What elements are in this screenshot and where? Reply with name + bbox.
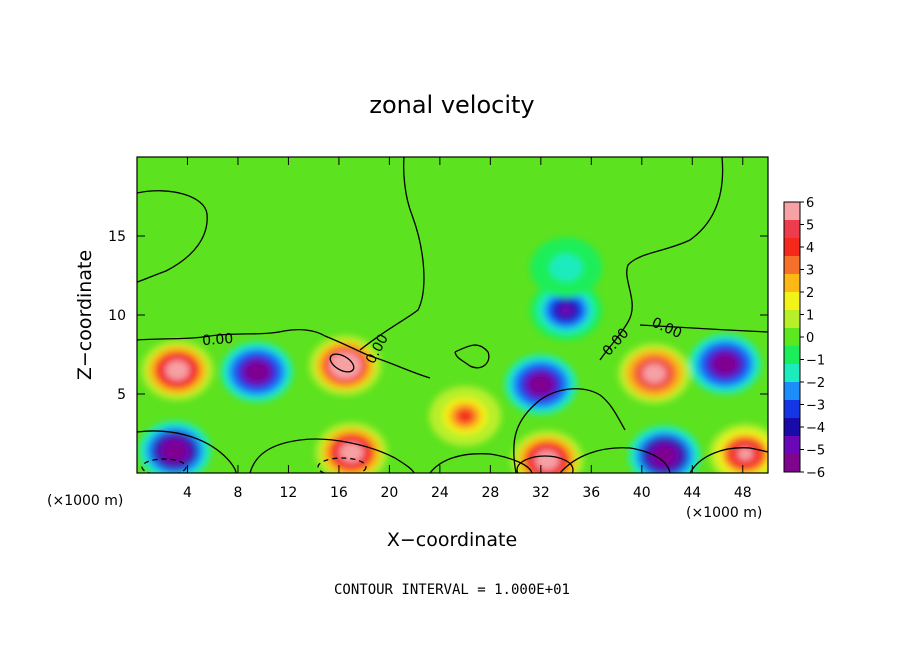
colorbar-swatch — [784, 346, 800, 365]
negative-cell — [533, 378, 549, 391]
colorbar-swatch — [784, 454, 800, 473]
positive-cell — [457, 410, 473, 423]
colorbar-tick-label: −2 — [806, 376, 825, 391]
x-tick-label: 8 — [233, 485, 242, 501]
zero-contour — [559, 447, 671, 473]
colorbar-tick-label: −3 — [806, 399, 825, 414]
y-axis-label: Z−coordinate — [74, 250, 96, 380]
x-tick-label: 12 — [280, 485, 298, 501]
inner-contour — [329, 353, 355, 373]
x-tick-label: 24 — [431, 485, 449, 501]
colorbar-tick-label: −1 — [806, 354, 825, 369]
x-tick-label: 28 — [481, 485, 499, 501]
colorbar-swatch — [784, 292, 800, 311]
x-axis: 4 8 12 16 20 24 28 32 36 40 44 48 — [183, 157, 752, 501]
chart-title: zonal velocity — [369, 91, 534, 119]
colorbar-tick-label: 5 — [806, 219, 814, 234]
field-blobs — [138, 237, 768, 473]
colorbar-tick-label: 2 — [806, 286, 814, 301]
colorbar-swatch — [784, 238, 800, 257]
x-tick-label: 40 — [633, 485, 651, 501]
negative-cell — [657, 449, 672, 462]
negative-cell — [558, 304, 574, 317]
positive-cell — [647, 367, 662, 380]
zero-contour — [137, 430, 237, 473]
contour-label: 0.00 — [202, 331, 234, 349]
colorbar-swatch — [784, 400, 800, 419]
zero-contour — [359, 157, 425, 351]
colorbar-swatch — [784, 328, 800, 347]
positive-cell — [170, 364, 185, 377]
negative-contour — [141, 458, 187, 473]
zero-contour — [639, 324, 768, 333]
colorbar-swatch — [784, 418, 800, 437]
y-tick-label: 10 — [108, 308, 126, 324]
zero-contour — [599, 157, 724, 361]
x-tick-label: 20 — [380, 485, 398, 501]
y-tick-label: 15 — [108, 229, 126, 245]
inner-contour — [516, 455, 574, 473]
zero-contour — [513, 388, 626, 473]
positive-cell — [344, 446, 359, 459]
colorbar-swatch — [784, 382, 800, 401]
x-unit-left: (×1000 m) — [47, 493, 123, 509]
colorbar-tick-label: 1 — [806, 309, 814, 324]
x-tick-label: 4 — [183, 485, 192, 501]
negative-cell — [167, 444, 183, 457]
colorbar-tick-label: −4 — [806, 421, 825, 436]
zero-contours — [137, 157, 768, 473]
y-axis: 5 10 15 — [108, 229, 768, 403]
colorbar-tick-label: 3 — [806, 264, 814, 279]
zero-contour — [137, 329, 431, 379]
colorbar-swatch — [784, 202, 800, 221]
x-unit-right: (×1000 m) — [686, 505, 762, 521]
positive-cell — [338, 359, 353, 372]
zero-contour — [454, 344, 490, 369]
contour-interval-note: CONTOUR INTERVAL = 1.000E+01 — [334, 582, 570, 598]
x-tick-label: 36 — [582, 485, 600, 501]
colorbar-swatch — [784, 274, 800, 293]
colorbar-swatch — [784, 436, 800, 455]
colorbar-tick-label: 6 — [806, 196, 814, 211]
zero-contour — [249, 438, 415, 473]
colorbar-tick-label: −5 — [806, 444, 825, 459]
x-tick-label: 48 — [734, 485, 752, 501]
colorbar-tick-label: 0 — [806, 331, 814, 346]
colorbar-swatch — [784, 364, 800, 383]
negative-cell — [249, 365, 265, 378]
plot-area — [137, 157, 768, 473]
x-axis-label: X−coordinate — [387, 529, 517, 551]
x-tick-label: 44 — [683, 485, 701, 501]
positive-cell — [738, 448, 753, 461]
negative-cell — [558, 261, 574, 274]
negative-cell — [717, 357, 733, 370]
zero-contour — [137, 190, 208, 283]
colorbar: 6 5 4 3 2 1 0 −1 −2 −3 −4 −5 −6 — [783, 196, 825, 481]
positive-cell — [539, 454, 555, 467]
colorbar-swatch — [784, 310, 800, 329]
x-tick-label: 32 — [532, 485, 550, 501]
colorbar-swatch — [784, 256, 800, 275]
colorbar-swatch — [784, 220, 800, 239]
zero-contour — [689, 447, 768, 473]
zero-contour — [429, 453, 533, 473]
colorbar-tick-label: −6 — [806, 466, 825, 481]
negative-contour — [317, 457, 367, 473]
y-tick-label: 5 — [117, 387, 126, 403]
x-tick-label: 16 — [330, 485, 348, 501]
colorbar-tick-label: 4 — [806, 241, 814, 256]
